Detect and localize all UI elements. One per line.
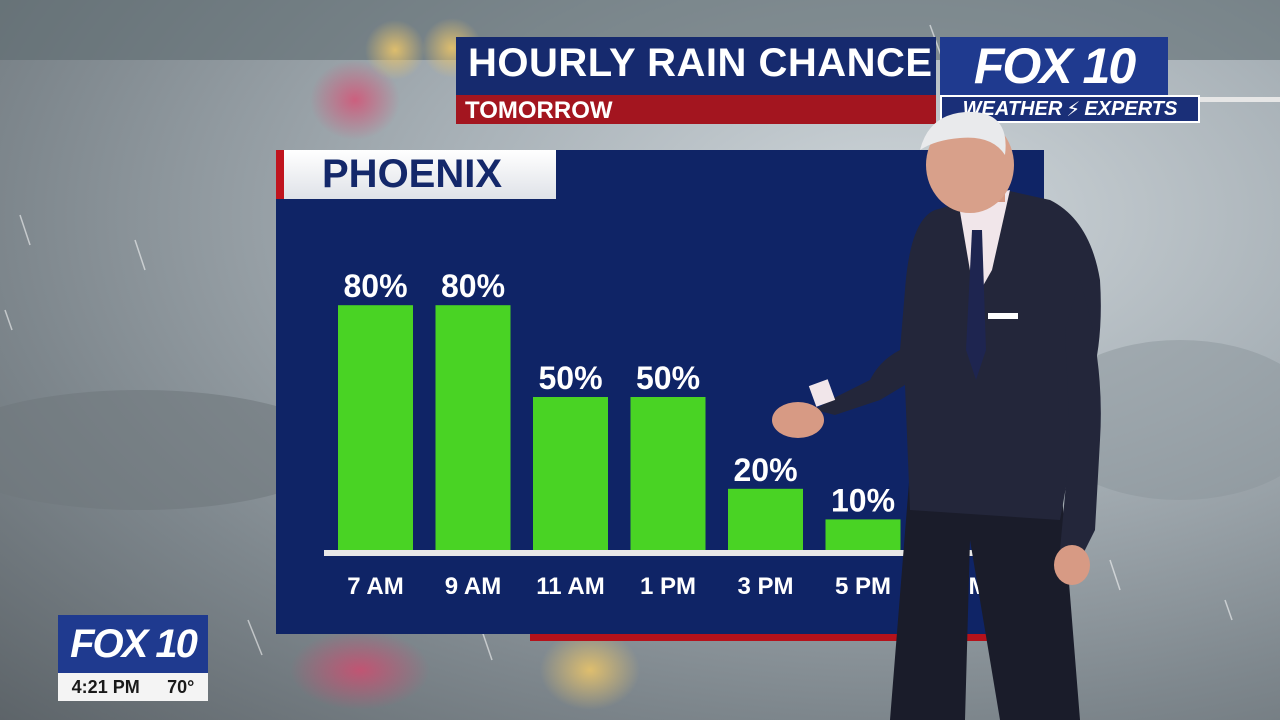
value-label: 10% [831,482,895,518]
brand-tag-text: WEATHER [962,97,1063,120]
chart-title: HOURLY RAIN CHANCE [468,41,933,85]
panel-accent-line [530,634,1026,641]
station-logo: FOX 10 [940,37,1168,95]
bar-1-pm [630,397,706,550]
chart-subtitle: TOMORROW [465,97,613,124]
x-axis-line [324,550,1000,556]
x-tick-label: 7 AM [347,573,403,600]
bar-9-am [435,305,511,550]
location-name: PHOENIX [322,152,503,196]
value-label: 20% [733,452,797,488]
value-label: 50% [636,360,700,396]
presenter [772,111,1101,720]
bug-info: 4:21 PM 70° [58,673,208,701]
value-label: 80% [441,268,505,304]
value-label: 80% [343,268,407,304]
bar-3-pm [728,488,803,550]
bug-logo: FOX 10 [58,615,208,673]
station-logo-text: FOX 10 [973,38,1136,94]
divider [1200,97,1280,102]
value-label: 50% [538,360,602,396]
bar-5-pm [825,519,901,550]
subtitle-banner: TOMORROW [456,95,936,124]
rain-chance-chart: 80% 7 AM 80% 9 AM 50% 11 AM 50% 1 PM 20% 3 PM 10% 5… [324,268,1000,600]
current-time: 4:21 PM [71,676,140,697]
x-tick-label: 5 PM [835,573,891,600]
x-tick-label: 3 PM [737,573,793,600]
lightning-bolt-icon: ⚡ [1066,98,1081,121]
brand-tag-text-2: EXPERTS [1084,97,1178,120]
x-tick-label: 1 PM [640,573,696,600]
bar-7-am [338,305,413,550]
title-banner: HOURLY RAIN CHANCE [456,37,936,95]
location-label: PHOENIX [276,150,556,199]
x-tick-label: 11 AM [536,573,604,600]
bar-11-am [533,397,608,550]
current-temperature: 70° [167,676,195,697]
x-tick-label: 9 AM [445,573,501,600]
station-bug: FOX 10 4:21 PM 70° [58,615,208,701]
